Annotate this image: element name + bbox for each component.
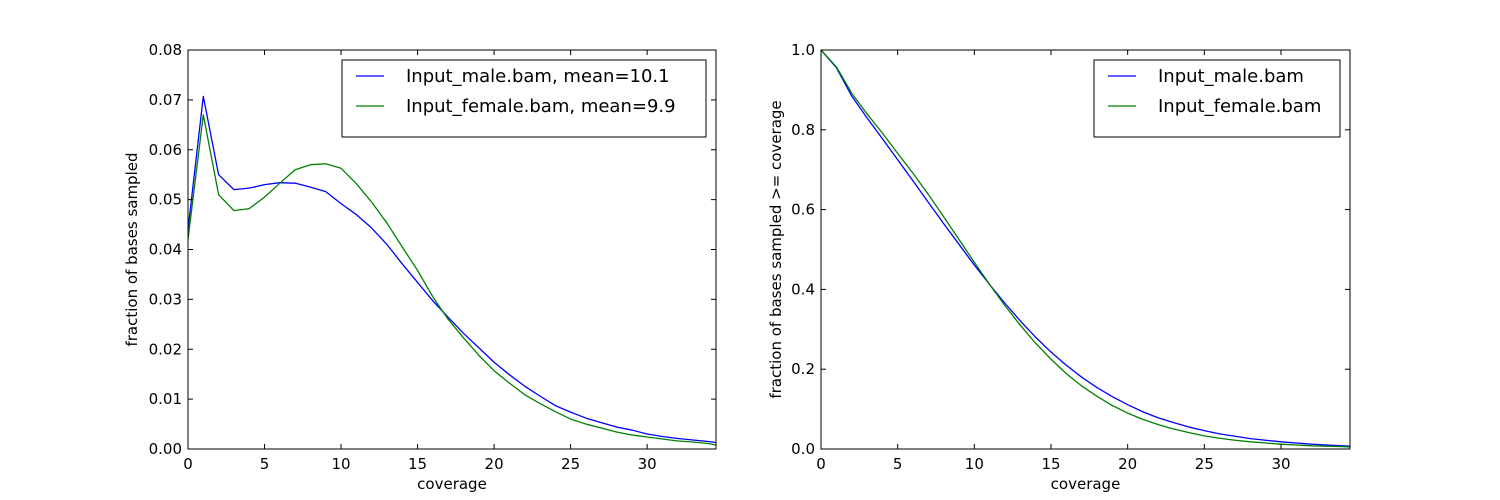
series-line-male [821, 50, 1350, 447]
y-tick-label: 0.07 [149, 91, 182, 109]
x-tick-label: 5 [893, 455, 903, 473]
y-tick-label: 0.2 [791, 360, 815, 378]
x-tick-label: 25 [1195, 455, 1214, 473]
y-tick-label: 0.03 [149, 290, 182, 308]
x-tick-label: 20 [1118, 455, 1137, 473]
y-tick-label: 0.00 [149, 440, 182, 458]
x-tick-label: 30 [638, 455, 657, 473]
x-axis-label: coverage [1051, 475, 1121, 493]
y-tick-label: 0.02 [149, 340, 182, 358]
x-axis-label: coverage [417, 475, 487, 493]
legend-label: Input_male.bam, mean=10.1 [406, 66, 670, 87]
x-tick-label: 20 [485, 455, 504, 473]
y-tick-label: 0.4 [791, 280, 815, 298]
cumulative-coverage-chart: 0 5 10 15 20 25 30 0.0 0.2 0.4 0.6 0.8 1.0 coverage fr… [767, 41, 1351, 493]
legend: Input_male.bam Input_female.bam [1093, 59, 1341, 138]
x-tick-label: 15 [408, 455, 427, 473]
y-tick-label: 0.08 [149, 41, 182, 59]
x-tick-label: 0 [183, 455, 193, 473]
y-tick-label: 0.05 [149, 191, 182, 209]
coverage-distribution-chart: 0 5 10 15 20 25 30 0.00 0.01 0.02 0.03 0.04 0.05 0.06… [123, 41, 717, 493]
x-tick-label: 15 [1041, 455, 1060, 473]
series-line-female [188, 114, 716, 446]
y-tick-label: 0.04 [149, 241, 182, 259]
y-tick-label: 1.0 [791, 41, 815, 59]
x-tick-label: 25 [561, 455, 580, 473]
y-axis-label: fraction of bases sampled [123, 152, 141, 346]
series-line-female [821, 50, 1350, 448]
x-tick-label: 0 [816, 455, 826, 473]
y-tick-label: 0.06 [149, 141, 182, 159]
y-tick-label: 0.6 [791, 201, 815, 219]
axes-frame [820, 49, 1351, 450]
legend-box [1093, 59, 1341, 138]
y-axis-label: fraction of bases sampled >= coverage [767, 100, 785, 398]
y-tick-label: 0.8 [791, 121, 815, 139]
x-tick-label: 5 [260, 455, 270, 473]
legend: Input_male.bam, mean=10.1 Input_female.ba… [341, 59, 707, 138]
legend-label: Input_female.bam, mean=9.9 [406, 96, 676, 117]
legend-label: Input_male.bam [1158, 66, 1304, 87]
x-tick-label: 10 [965, 455, 984, 473]
x-tick-label: 30 [1271, 455, 1290, 473]
legend-box [341, 59, 707, 138]
y-tick-label: 0.0 [791, 440, 815, 458]
legend-label: Input_female.bam [1158, 96, 1321, 117]
x-tick-label: 10 [331, 455, 350, 473]
y-tick-label: 0.01 [149, 390, 182, 408]
series-line-male [188, 95, 716, 444]
